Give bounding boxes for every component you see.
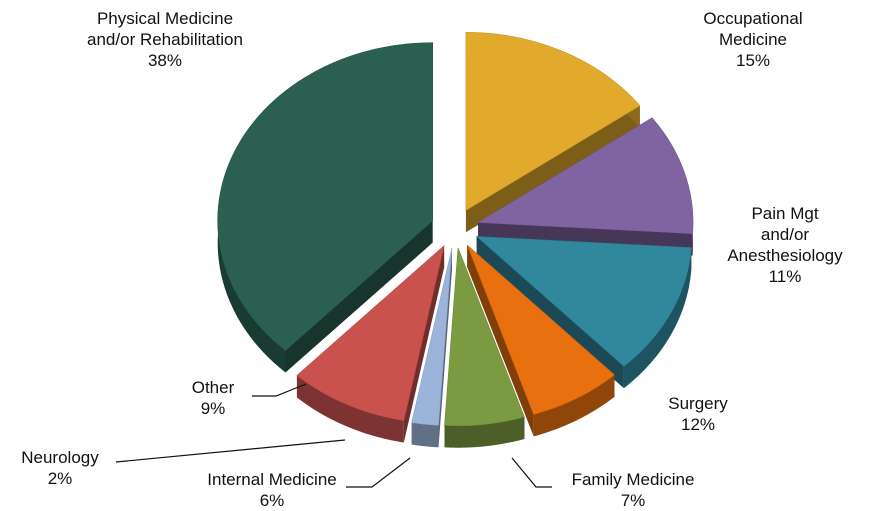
leader-line [346,457,411,488]
category-label: Pain Mgt and/or Anesthesiology [727,204,843,265]
slice-top [411,247,453,426]
value-label: 9% [200,399,226,418]
leader-line [511,457,552,488]
slice-top [466,244,615,415]
slice-wall [467,245,534,437]
leader-line [252,383,307,397]
slice-top [477,117,694,234]
category-label: Neurology [21,448,99,467]
slice-label: Occupational Medicine 15% [690,8,817,71]
slice-top [296,244,445,421]
slice [296,244,445,443]
slice [465,31,641,233]
value-label: 2% [47,469,73,488]
slice-wall [465,105,640,233]
slice-top [217,42,433,351]
slice-label: Other 9% [192,377,235,419]
value-label: 15% [735,51,771,70]
slice-rim [296,375,404,443]
slice-label: Surgery 12% [668,393,728,435]
slice-rim [623,247,692,389]
slice-wall [476,236,624,389]
slice [444,247,525,448]
value-label: 7% [620,491,646,510]
slice [475,236,692,389]
slice-top [475,236,692,367]
slice-wall [403,245,445,443]
slice-label: Pain Mgt and/or Anesthesiology 11% [727,203,842,287]
slice [411,247,453,448]
category-label: Family Medicine [571,470,695,489]
slice-label: Neurology 2% [21,447,99,489]
slice [217,42,433,373]
category-label: Occupational Medicine [703,9,803,49]
value-label: 11% [768,267,802,286]
slice-top [465,31,641,211]
value-label: 6% [259,491,285,510]
slice [466,244,615,437]
category-label: Physical Medicine and/or Rehabilitation [87,9,243,49]
category-label: Other [191,378,235,397]
slice-top [444,247,525,427]
value-label: 38% [147,51,183,70]
slice-wall [285,220,433,373]
slice-rim [444,417,525,448]
leader-line [115,439,346,463]
slice-rim [533,374,615,437]
category-label: Surgery [668,394,728,413]
slice-label: Physical Medicine and/or Rehabilitation 3… [87,8,243,71]
value-label: 12% [680,415,716,434]
slice-label: Family Medicine 7% [572,469,695,511]
category-label: Internal Medicine [207,470,337,489]
slice-wall [438,247,452,448]
slice-label: Internal Medicine 6% [207,469,336,511]
slice-rim [411,422,439,448]
